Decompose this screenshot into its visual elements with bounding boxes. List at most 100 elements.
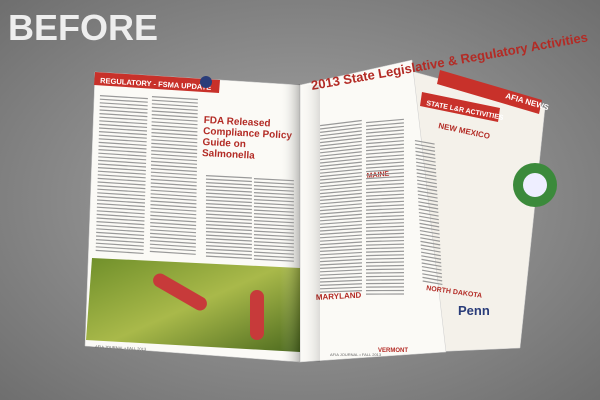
body-text (95, 95, 443, 295)
text-line (366, 261, 405, 264)
text-line (99, 98, 148, 103)
text-line (320, 161, 362, 167)
text-line (415, 150, 436, 156)
text-line (320, 213, 362, 218)
headline-box: FDA Released Compliance Policy Guide on … (202, 115, 293, 162)
text-line (99, 113, 148, 118)
text-line (320, 217, 362, 222)
text-line (366, 136, 404, 141)
text-line (205, 178, 252, 183)
text-line (99, 95, 148, 100)
text-line (205, 255, 252, 260)
text-line (99, 116, 148, 121)
text-line (150, 211, 197, 216)
text-line (415, 158, 436, 163)
text-line (253, 202, 294, 206)
text-line (320, 178, 362, 184)
section-heading: MARYLAND (316, 291, 362, 302)
text-line (253, 195, 294, 199)
text-line (98, 145, 147, 150)
text-line (150, 218, 197, 223)
text-line (253, 184, 294, 189)
text-line (366, 193, 405, 197)
text-line (421, 258, 442, 264)
text-line (366, 214, 405, 218)
text-line (97, 195, 146, 201)
text-line (205, 227, 252, 232)
text-line (320, 140, 362, 147)
text-line (366, 147, 404, 152)
text-line (150, 204, 197, 209)
text-line (418, 215, 439, 221)
text-line (253, 230, 294, 234)
text-line (320, 227, 362, 232)
text-line (366, 254, 405, 257)
text-line (151, 139, 198, 144)
text-line (253, 191, 294, 196)
text-line (320, 224, 362, 229)
text-line (366, 282, 405, 285)
text-line (421, 266, 442, 271)
text-line (253, 219, 294, 224)
text-line (149, 236, 196, 241)
text-line (150, 175, 197, 180)
text-line (150, 200, 197, 205)
text-line (205, 217, 252, 221)
text-line (366, 218, 405, 222)
text-line (320, 189, 362, 195)
text-line (320, 237, 362, 242)
text-line (420, 251, 441, 257)
text-line (320, 158, 362, 164)
text-line (422, 280, 443, 286)
text-line (150, 207, 197, 212)
text-line (320, 241, 362, 246)
text-line (205, 175, 252, 179)
text-line (319, 269, 363, 273)
text-line (319, 248, 362, 252)
text-line (205, 248, 252, 253)
text-line (366, 179, 405, 183)
text-line (98, 152, 147, 157)
text-line (205, 203, 252, 207)
text-line (98, 163, 147, 168)
text-line (365, 236, 405, 239)
text-line (416, 179, 437, 185)
text-line (414, 140, 435, 145)
text-line (320, 290, 363, 293)
text-line (320, 283, 363, 286)
left-footer: AFIA JOURNAL • FALL 2013 (95, 344, 147, 352)
text-line (366, 211, 405, 215)
text-line (253, 241, 294, 245)
text-line (151, 124, 198, 129)
text-line (205, 213, 252, 218)
text-line (150, 193, 197, 198)
text-line (150, 168, 197, 173)
text-line (96, 231, 145, 237)
text-line (320, 196, 362, 201)
text-line (205, 196, 252, 200)
text-line (253, 181, 294, 185)
text-line (150, 232, 197, 237)
text-line (151, 121, 198, 126)
text-line (320, 210, 362, 215)
text-line (97, 170, 146, 175)
text-line (96, 206, 145, 211)
text-line (150, 222, 197, 227)
text-line (149, 247, 196, 252)
text-line (366, 186, 405, 190)
text-line (151, 128, 198, 133)
text-line (96, 210, 145, 215)
text-line (253, 223, 294, 227)
text-line (417, 186, 438, 192)
text-line (99, 105, 148, 111)
text-line (366, 129, 404, 134)
text-line (320, 206, 362, 212)
text-line (320, 168, 362, 174)
text-line (320, 126, 362, 133)
label: BEFORE (8, 7, 158, 48)
text-line (151, 117, 198, 122)
text-line (366, 222, 405, 225)
text-line (96, 203, 145, 208)
text-line (97, 192, 146, 197)
